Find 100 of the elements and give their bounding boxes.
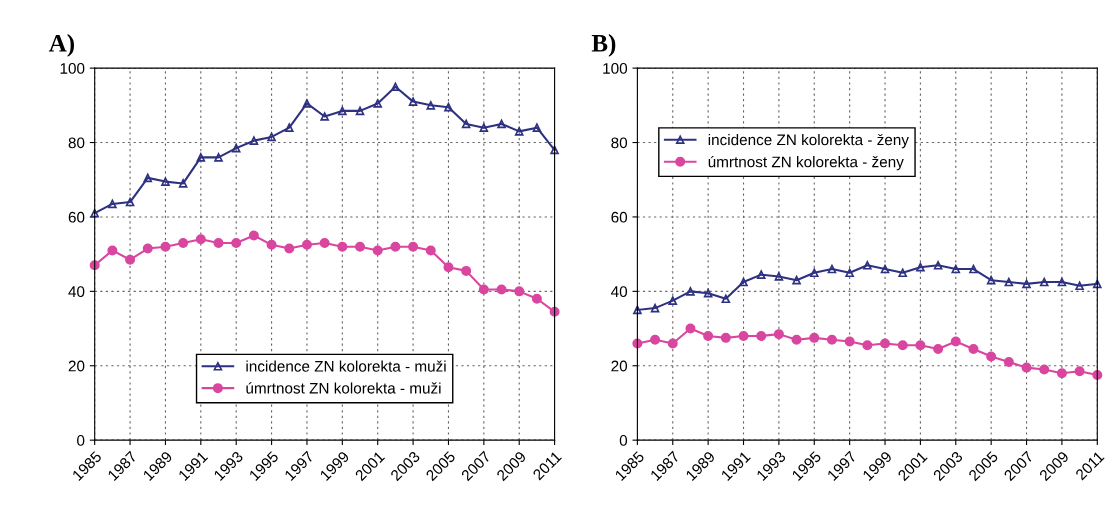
point <box>668 296 678 305</box>
point <box>791 334 802 345</box>
point <box>809 268 819 278</box>
point <box>862 340 873 351</box>
y-tick-label: 20 <box>611 360 628 372</box>
y-tick-label: 0 <box>77 435 85 446</box>
point <box>1092 279 1102 289</box>
point <box>373 99 383 108</box>
point <box>143 173 153 183</box>
point <box>319 237 330 248</box>
point <box>898 268 908 278</box>
point <box>721 294 731 304</box>
point <box>302 99 312 108</box>
point <box>214 153 223 162</box>
point <box>809 332 820 343</box>
point <box>986 351 997 362</box>
point <box>933 260 943 270</box>
point <box>461 119 471 129</box>
point <box>531 293 542 304</box>
point <box>160 241 171 252</box>
point <box>633 305 642 315</box>
point <box>774 272 784 281</box>
point <box>933 344 944 355</box>
point <box>703 288 713 298</box>
point <box>968 344 979 355</box>
point <box>826 334 837 345</box>
point <box>107 245 118 256</box>
point <box>1057 277 1067 287</box>
point <box>950 336 961 347</box>
point <box>231 143 241 153</box>
point <box>1039 277 1049 287</box>
point <box>284 243 295 254</box>
point <box>550 145 559 155</box>
point <box>408 241 419 252</box>
point <box>391 82 400 92</box>
point <box>90 208 99 218</box>
point <box>650 303 660 313</box>
point <box>827 264 837 274</box>
legend-label: úmrtnost ZN kolorekta - muži <box>246 382 441 394</box>
point <box>1004 277 1014 287</box>
point <box>773 329 784 340</box>
point <box>161 177 170 186</box>
y-tick-label: 0 <box>619 435 628 446</box>
point <box>667 338 678 349</box>
point <box>514 286 525 297</box>
point <box>1003 357 1014 368</box>
point <box>390 241 401 252</box>
point <box>461 265 472 276</box>
point <box>1075 281 1084 291</box>
point <box>479 123 489 132</box>
point <box>195 234 206 245</box>
y-tick-label: 40 <box>68 286 85 298</box>
point <box>514 127 524 136</box>
point <box>685 323 696 334</box>
point <box>231 237 242 248</box>
point <box>1021 362 1032 373</box>
point <box>425 245 436 256</box>
point <box>142 243 153 254</box>
point <box>915 340 926 351</box>
point <box>337 241 348 252</box>
point <box>792 275 801 285</box>
point <box>249 136 259 145</box>
point <box>880 338 891 349</box>
point <box>178 237 189 248</box>
y-tick-label: 80 <box>611 137 628 149</box>
point <box>408 97 418 106</box>
point <box>756 270 766 279</box>
point <box>178 179 188 188</box>
legend-label: úmrtnost ZN kolorekta - ženy <box>708 155 904 171</box>
point <box>426 101 436 110</box>
point <box>897 340 908 351</box>
point <box>320 112 329 121</box>
point <box>444 102 453 112</box>
point <box>284 123 294 132</box>
legend-label: incidence ZN kolorekta - muži <box>246 360 446 372</box>
point <box>355 106 365 116</box>
y-tick-label: 60 <box>68 211 85 223</box>
point <box>863 260 872 270</box>
point <box>196 153 206 162</box>
point <box>1022 279 1031 289</box>
point <box>880 264 890 274</box>
point <box>845 268 854 278</box>
legend-label: incidence ZN kolorekta - ženy <box>708 133 909 149</box>
point <box>986 275 996 285</box>
point <box>1039 364 1050 375</box>
point <box>301 239 312 250</box>
chart-title: A) <box>48 34 74 57</box>
y-tick-label: 40 <box>611 286 628 298</box>
point <box>125 254 136 265</box>
point <box>443 262 454 273</box>
point <box>720 332 731 343</box>
point <box>532 123 542 132</box>
point <box>338 106 347 116</box>
point <box>496 284 507 295</box>
point <box>703 330 714 341</box>
point <box>756 330 767 341</box>
point <box>125 197 135 207</box>
point <box>951 264 961 274</box>
point <box>213 237 224 248</box>
point <box>108 199 117 209</box>
